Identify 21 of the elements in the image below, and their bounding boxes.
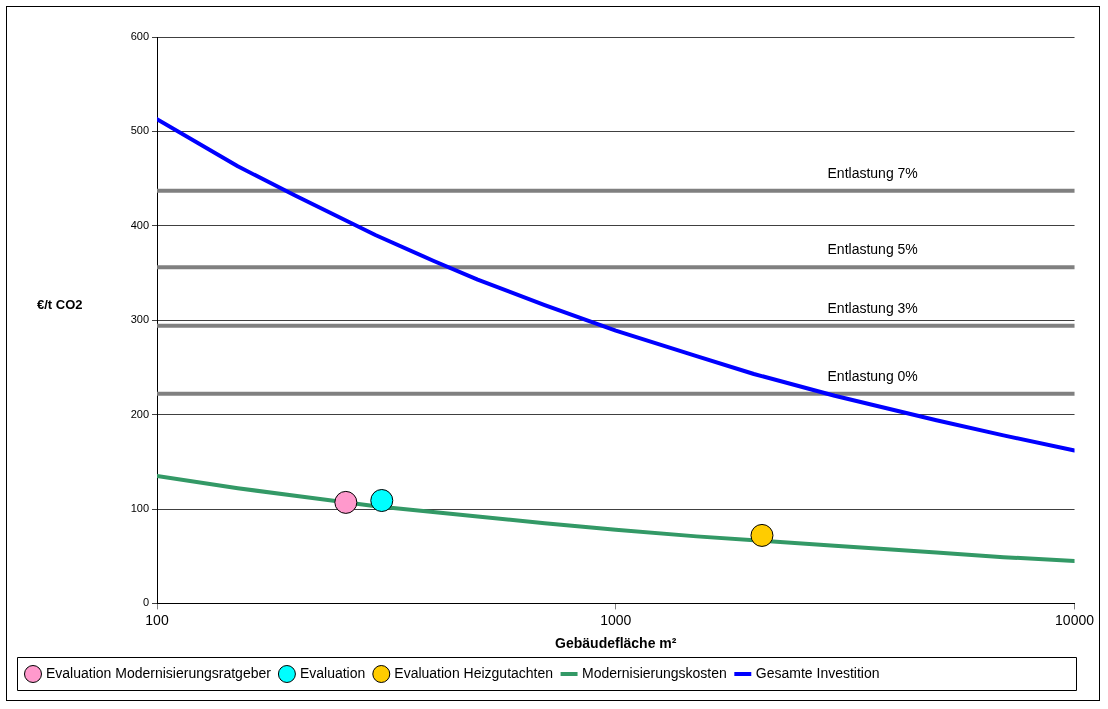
x-tick-label: 10000 (1055, 611, 1095, 628)
ref-line-label: Entlastung 7% (827, 164, 918, 181)
ref-line-label: Entlastung 5% (827, 241, 918, 258)
legend-label: Gesamte Investition (755, 664, 880, 681)
x-tick-label: 100 (145, 611, 169, 628)
y-tick-label: 100 (130, 502, 149, 515)
legend-label: Modernisierungskosten (582, 664, 727, 681)
y-tick-label: 300 (130, 313, 149, 326)
ref-line-label: Entlastung 0% (827, 367, 918, 384)
legend-label: Evaluation Modernisierungsratgeber (46, 664, 272, 681)
x-axis-title: Gebäudefläche m² (555, 635, 677, 652)
x-tick-label: 1000 (600, 611, 632, 628)
legend-label: Evaluation (299, 664, 366, 681)
y-tick-label: 500 (130, 124, 149, 137)
y-tick-label: 0 (142, 596, 149, 609)
ref-line-label: Entlastung 3% (827, 299, 918, 316)
legend-label: Evaluation Heizgutachten (394, 664, 554, 681)
y-tick-label: 200 (130, 407, 149, 420)
y-tick-label: 400 (130, 218, 149, 231)
y-axis-title: €/t CO2 (37, 297, 83, 312)
y-tick-label: 600 (130, 30, 149, 43)
